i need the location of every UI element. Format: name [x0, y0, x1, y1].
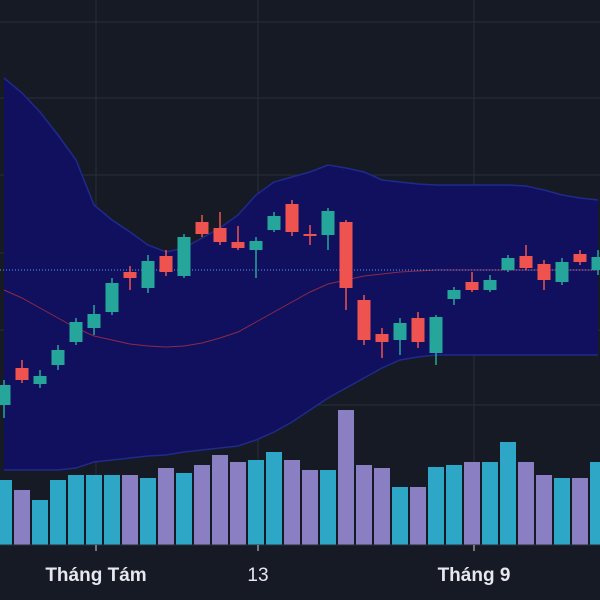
candle-body	[321, 211, 335, 235]
x-tick-label: 13	[247, 565, 268, 586]
candle-body	[393, 323, 407, 340]
candle-body	[33, 376, 47, 384]
volume-bar	[122, 475, 138, 545]
candle-body	[0, 385, 11, 405]
volume-bar	[482, 462, 498, 545]
volume-bar	[518, 462, 534, 545]
candle-body	[591, 257, 600, 270]
candle-body	[447, 290, 461, 299]
volume-bar	[14, 490, 30, 545]
volume	[0, 410, 600, 545]
volume-bar	[392, 487, 408, 545]
volume-bar	[302, 470, 318, 545]
candle-body	[339, 222, 353, 288]
candle-body	[429, 317, 443, 353]
candle-body	[465, 282, 479, 290]
volume-bar	[158, 468, 174, 545]
candle-body	[105, 283, 119, 312]
volume-bar	[572, 478, 588, 545]
volume-bar	[554, 478, 570, 545]
volume-bar	[464, 462, 480, 545]
candle-body	[195, 222, 209, 234]
volume-bar	[428, 467, 444, 545]
candle-body	[231, 242, 245, 248]
candle-body	[285, 204, 299, 232]
candle-body	[483, 280, 497, 290]
candle-body	[357, 300, 371, 340]
volume-bar	[194, 465, 210, 545]
candle-body	[15, 368, 29, 380]
volume-bar	[536, 475, 552, 545]
volume-bar	[338, 410, 354, 545]
volume-bar	[320, 470, 336, 545]
volume-bar	[140, 478, 156, 545]
candle-body	[213, 228, 227, 242]
candle-body	[123, 272, 137, 278]
candle-body	[177, 237, 191, 276]
candle-body	[555, 262, 569, 282]
candle-body	[159, 256, 173, 272]
volume-bar	[356, 465, 372, 545]
volume-bar	[104, 475, 120, 545]
volume-bar	[32, 500, 48, 545]
band-lower	[4, 354, 598, 471]
band-upper	[3, 77, 599, 253]
candle-body	[501, 258, 515, 270]
volume-bar	[284, 460, 300, 545]
band-fill	[4, 78, 598, 470]
volume-bar	[68, 475, 84, 545]
bands	[0, 77, 600, 471]
x-tick-label: Tháng Tám	[45, 565, 146, 586]
volume-bar	[248, 460, 264, 545]
volume-bar	[446, 465, 462, 545]
volume-bar	[410, 487, 426, 545]
candle-body	[303, 234, 317, 236]
x-axis: Tháng Tám 13 Tháng 9	[45, 545, 510, 586]
candle-body	[51, 350, 65, 365]
volume-bar	[230, 462, 246, 545]
volume-bar	[500, 442, 516, 545]
candles	[0, 200, 600, 418]
candle-body	[537, 264, 551, 280]
candle-body	[87, 314, 101, 328]
volume-bar	[50, 480, 66, 545]
candle-body	[69, 322, 83, 342]
volume-bar	[86, 475, 102, 545]
volume-bar	[176, 473, 192, 545]
volume-bar	[374, 468, 390, 545]
candle-body	[141, 261, 155, 288]
volume-bar	[0, 480, 12, 545]
candle-body	[573, 254, 587, 262]
candle-body	[519, 256, 533, 268]
candle-body	[249, 241, 263, 250]
volume-bar	[212, 455, 228, 545]
volume-bar	[590, 462, 600, 545]
x-tick-label: Tháng 9	[438, 565, 511, 586]
candle-body	[375, 334, 389, 342]
x-axis-area	[0, 545, 600, 600]
candle-body	[267, 216, 281, 230]
volume-bar	[266, 452, 282, 545]
candle-body	[411, 318, 425, 342]
